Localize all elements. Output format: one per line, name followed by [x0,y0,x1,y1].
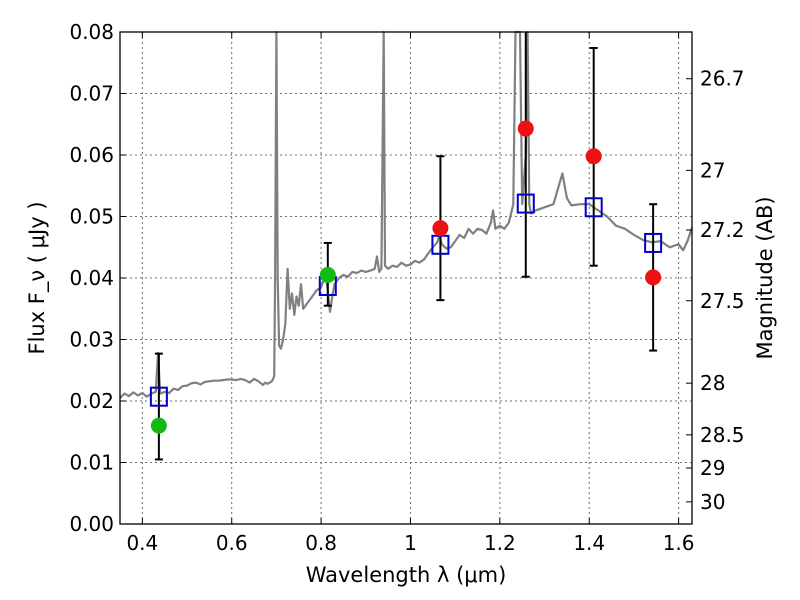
red-data-point [645,269,662,286]
y-tick-label: 0.02 [69,389,114,413]
red-data-point [517,120,534,137]
x-tick-label: 1.6 [663,531,695,555]
x-tick-label: 1.4 [573,531,605,555]
y-tick-label: 0.05 [69,205,114,229]
y2-tick-label: 28 [700,371,725,395]
grid [120,31,692,525]
error-bars [154,32,658,461]
green-data-point [319,266,336,283]
x-axis-title: Wavelength λ (μm) [306,563,507,587]
spectrum-layer [119,30,694,399]
x-tick-label: 1.2 [484,531,516,555]
y2-tick-labels: 26.7 27 27.2 27.5 28 28.5 29 30 [700,67,745,514]
x-tick-label: 0.8 [305,531,337,555]
green-data-point [150,417,167,434]
model-box-markers [149,193,663,407]
y2-tick-label: 28.5 [700,423,745,447]
tick-marks [120,31,692,525]
y-tick-label: 0.06 [69,143,114,167]
y2-axis-title: Magnitude (AB) [753,196,777,359]
photometry-points [150,120,662,434]
spectrum-line [119,30,694,399]
y-tick-label: 0.07 [69,82,114,106]
model-box-marker [149,386,168,407]
x-tick-label: 0.6 [216,531,248,555]
y2-tick-label: 26.7 [700,67,745,91]
y-tick-label: 0.00 [69,512,114,536]
x-tick-labels: 0.4 0.6 0.8 1 1.2 1.4 1.6 [126,531,694,555]
y2-tick-label: 27.2 [700,218,745,242]
model-box-marker [584,197,603,218]
y2-tick-label: 27 [700,158,725,182]
x-tick-label: 0.4 [126,531,158,555]
y-tick-label: 0.08 [69,20,114,44]
y-tick-label: 0.01 [69,451,114,475]
y2-tick-label: 30 [700,490,725,514]
model-box-marker [516,193,535,214]
y-tick-label: 0.03 [69,328,114,352]
y2-tick-label: 27.5 [700,289,745,313]
red-data-point [585,148,602,165]
y-tick-label: 0.04 [69,266,114,290]
model-box-marker [644,232,663,253]
y2-tick-label: 29 [700,456,725,480]
y-axis-title: Flux F_ν ( μJy ) [25,201,50,354]
y-tick-labels: 0.00 0.01 0.02 0.03 0.04 0.05 0.06 0.07 0.08 [69,20,114,536]
x-tick-label: 1 [404,531,417,555]
red-data-point [432,220,449,237]
